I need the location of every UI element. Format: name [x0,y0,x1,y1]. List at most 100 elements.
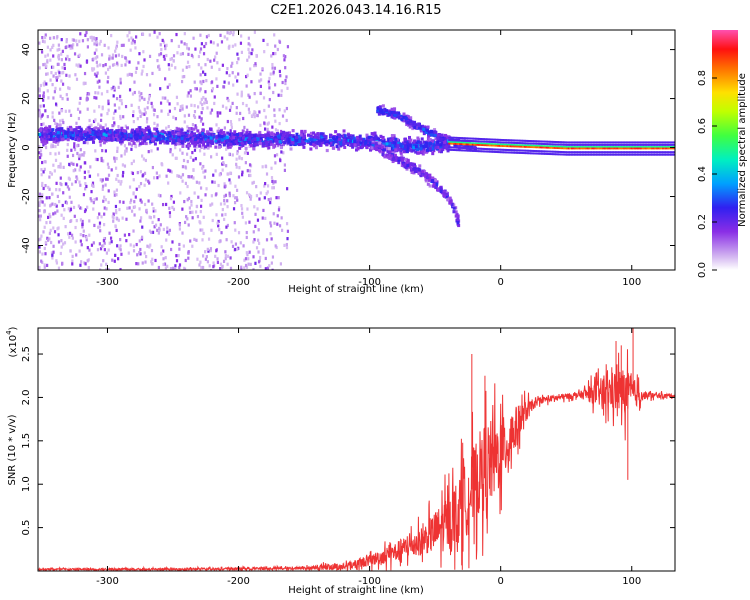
spectrogram-noise-cell [119,248,122,252]
spectrogram-band-cell [216,129,220,133]
spectrogram-noise-cell [181,173,185,177]
spectrogram-noise-cell [92,67,96,71]
spectrogram-noise-cell [61,66,64,70]
spectrogram-noise-cell [61,49,64,53]
spectrogram-noise-cell [241,170,244,174]
spectrogram-band-cell [198,144,202,148]
spectrogram-band-cell [599,143,602,146]
spectrogram-noise-cell [215,152,218,156]
spectrogram-noise-cell [240,267,243,270]
spectrogram-noise-cell [140,216,143,220]
spectrogram-peak-cell [594,147,597,150]
spectrogram-noise-cell [284,78,287,83]
spectrogram-noise-cell [99,229,102,233]
spectrogram-band-cell [412,146,416,150]
spectrogram-band-cell [605,146,608,149]
spectrogram-band-cell [581,143,585,146]
spectrogram-band-cell [520,144,523,147]
spectrogram-band-cell [539,150,542,153]
spectrogram-noise-cell [76,43,79,47]
spectrogram-band-cell [572,141,575,144]
spectrogram-noise-cell [168,206,171,210]
spectrogram-noise-cell [178,227,182,231]
spectrogram-band-cell [457,146,460,149]
spectrogram-band-cell [608,146,611,149]
spectrogram-band-cell [489,140,492,143]
spectrogram-band-cell [404,157,408,162]
spectrogram-band-cell [147,127,151,131]
spectrogram-band-cell [625,153,629,156]
spectrogram-noise-cell [153,30,156,34]
spectrogram-peak-cell [531,146,534,149]
spectrogram-noise-cell [60,182,63,187]
spectrogram-noise-cell [101,107,104,111]
spectrogram-noise-cell [199,162,202,166]
spectrogram-band-cell [473,140,476,143]
spectrogram-band-cell [594,143,597,146]
spectrogram-band-cell [563,151,566,154]
spectrogram-noise-cell [257,250,260,254]
spectrogram-noise-cell [131,114,135,118]
spectrogram-band-cell [523,139,526,142]
spectrogram-noise-cell [137,105,140,110]
spectrogram-band-cell [419,144,423,149]
spectrogram-noise-cell [192,158,195,162]
spectrogram-noise-cell [98,212,101,216]
spectrogram-noise-cell [68,177,71,181]
spectrogram-noise-cell [157,231,160,235]
spectrogram-band-cell [395,141,399,145]
spectrogram-noise-cell [134,70,138,74]
spectrogram-band-cell [589,151,593,154]
spectrogram-band-cell [558,145,561,148]
spectrogram-band-cell [395,115,399,119]
spectrogram-band-cell [161,139,165,143]
spectrogram-noise-cell [124,149,127,153]
spectrogram-band-cell [201,128,205,132]
spectrogram-band-cell [610,153,613,156]
spectrogram-band-cell [337,137,341,141]
spectrogram-band-cell [594,141,597,144]
spectrogram-noise-cell [143,58,146,62]
spectrogram-noise-cell [77,64,80,68]
spectrogram-band-cell [409,116,413,120]
spectrogram-band-cell [177,138,181,142]
spectrogram-noise-cell [138,239,141,243]
spectrogram-band-cell [123,134,127,138]
spectrogram-noise-cell [113,88,116,92]
spectrogram-noise-cell [190,199,193,204]
spectrogram-band-cell [487,138,490,141]
spectrogram-band-cell [361,142,365,147]
spectrogram-band-cell [574,146,577,149]
spectrogram-band-cell [280,136,284,140]
spectrogram-band-cell [202,143,206,147]
spectrogram-band-cell [420,127,424,131]
spectrogram-peak-cell [478,144,481,146]
spectrogram-noise-cell [212,173,215,177]
spectrogram-band-cell [381,104,385,108]
spectrogram-noise-cell [159,101,163,105]
spectrogram-band-cell [298,139,302,143]
spectrogram-band-cell [556,143,559,146]
spectrogram-noise-cell [259,123,262,127]
spectrogram-band-cell [426,182,430,186]
spectrogram-noise-cell [164,46,167,51]
spectrogram-band-cell [346,142,350,147]
spectrogram-band-cell [542,140,545,143]
spectrogram-noise-cell [100,53,104,57]
spectrogram-band-cell [220,132,224,136]
spectrogram-noise-cell [281,114,285,118]
spectrogram-noise-cell [233,201,237,205]
spectrogram-band-cell [541,152,544,155]
spectrogram-band-cell [391,137,395,141]
spectrogram-noise-cell [267,198,270,202]
spectrogram-noise-cell [117,179,120,183]
spectrogram-noise-cell [60,52,63,56]
spectrogram-noise-cell [226,262,229,266]
spectrogram-band-cell [652,141,655,144]
spectrogram-band-cell [470,147,473,150]
spectrogram-noise-cell [235,196,238,200]
spectrogram-band-cell [160,130,164,134]
spectrogram-noise-cell [114,209,118,213]
spectrogram-noise-cell [134,46,137,50]
spectrogram-band-cell [292,135,296,140]
